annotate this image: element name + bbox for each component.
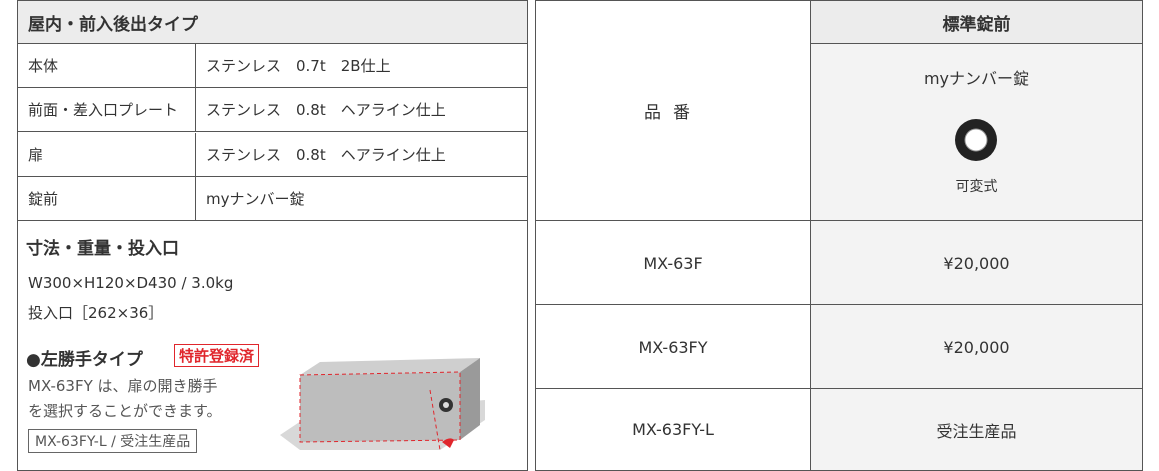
col-header: 品番	[644, 103, 702, 123]
lock-column	[811, 1, 1142, 470]
option-desc: を選択することができます。	[28, 402, 222, 420]
spec-label: 錠前	[18, 176, 196, 221]
patent-badge: 特許登録済	[174, 344, 260, 367]
row-line	[536, 220, 1142, 221]
dial-icon	[955, 119, 997, 161]
size-title: 寸法・重量・投入口	[26, 239, 179, 259]
row-line	[536, 388, 1142, 389]
spec-value: ステンレス 0.8t ヘアライン仕上	[196, 133, 527, 177]
divider	[810, 0, 811, 470]
spec-value: ステンレス 0.8t ヘアライン仕上	[196, 88, 527, 133]
option-title: ●左勝手タイプ	[26, 350, 143, 370]
lock-header: 標準錠前	[811, 1, 1142, 44]
option-note: MX-63FY-L / 受注生産品	[28, 429, 198, 453]
size-line: 投入口［262×36］	[28, 304, 164, 322]
model: MX-63FY-L	[632, 420, 714, 439]
price: 受注生産品	[936, 421, 1017, 441]
lock-name: myナンバー錠	[923, 69, 1030, 88]
price: ¥20,000	[943, 253, 1010, 273]
size-line: W300×H120×D430 / 3.0kg	[28, 274, 234, 292]
spec-title: 屋内・前入後出タイプ	[18, 1, 527, 44]
row-line	[536, 304, 1142, 305]
spec-label: 本体	[18, 44, 196, 88]
spec-label: 扉	[18, 132, 196, 177]
model: MX-63FY	[638, 337, 708, 357]
lock-type: 可変式	[955, 179, 998, 195]
model: MX-63F	[643, 253, 703, 273]
spec-label: 前面・差入口プレート	[18, 88, 196, 133]
spec-value: ステンレス 0.7t 2B仕上	[196, 44, 527, 88]
product-image	[280, 358, 485, 451]
option-desc: MX-63FY は、扉の開き勝手	[28, 377, 218, 395]
price: ¥20,000	[943, 337, 1010, 357]
spec-value: myナンバー錠	[196, 177, 527, 221]
